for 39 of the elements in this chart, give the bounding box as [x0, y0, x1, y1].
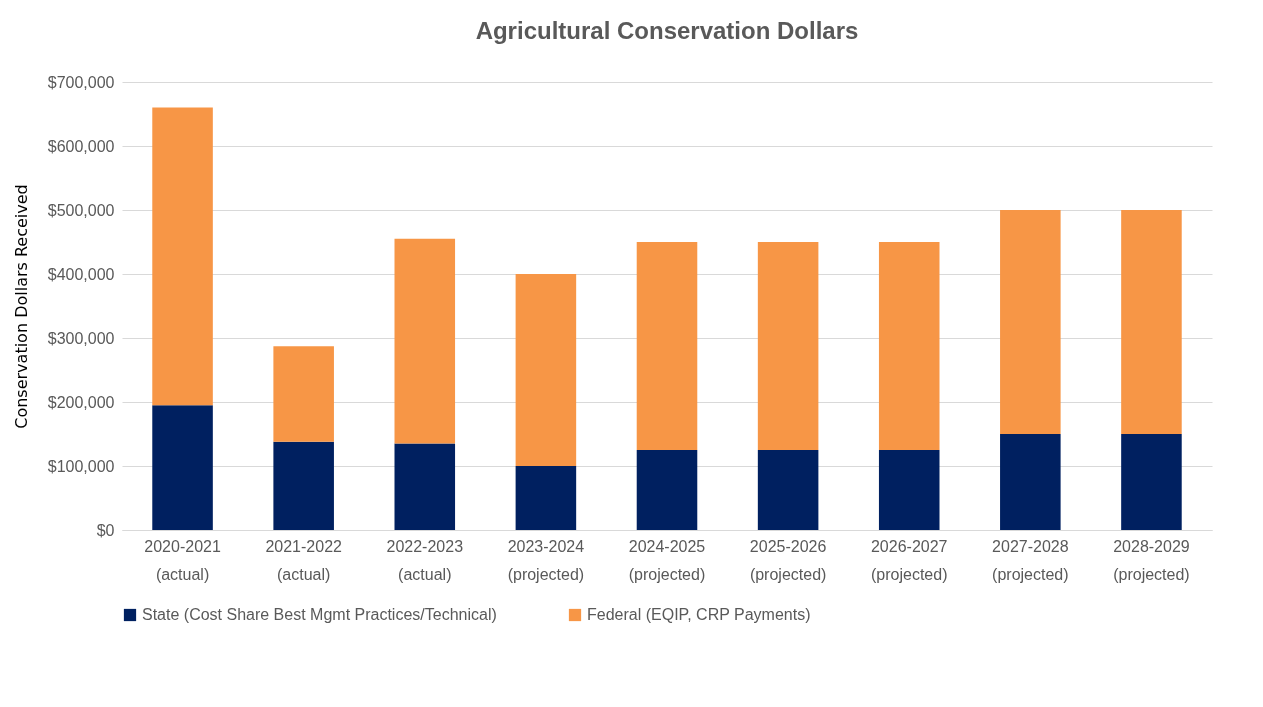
- y-tick-label: $100,000: [47, 457, 115, 475]
- bar: [152, 107, 213, 406]
- x-tick-label: 2027-2028 (projected): [992, 537, 1069, 583]
- bar: [757, 450, 819, 530]
- bar: [878, 242, 940, 450]
- bar: [1121, 434, 1182, 530]
- x-tick-label: 2025-2026 (projected): [749, 537, 827, 583]
- bar: [878, 450, 940, 530]
- bar: [394, 238, 456, 444]
- x-tick-label: 2024-2025 (projected): [628, 537, 706, 583]
- x-tick-label: 2028-2029 (projected): [1113, 537, 1190, 583]
- bar: [152, 405, 213, 530]
- x-tick-label: 2023-2024 (projected): [507, 537, 585, 583]
- y-tick-label: $600,000: [47, 137, 115, 155]
- legend-label: Federal (EQIP, CRP Payments): [587, 606, 811, 623]
- bar: [515, 466, 577, 530]
- x-tick-label: 2020-2021 (actual): [144, 537, 221, 583]
- bar: [273, 441, 334, 530]
- bar: [636, 242, 698, 450]
- bar: [273, 346, 334, 442]
- chart-title: Agricultural Conservation Dollars: [475, 17, 859, 44]
- y-tick-label: $400,000: [47, 265, 115, 283]
- bar: [636, 450, 698, 530]
- y-tick-label: $0: [96, 521, 115, 539]
- y-tick-label: $500,000: [47, 201, 115, 219]
- y-axis-title: Conservation Dollars Received: [11, 184, 31, 429]
- y-tick-label: $300,000: [47, 329, 115, 347]
- bar: [1121, 210, 1182, 434]
- bar: [757, 242, 819, 450]
- x-tick-label: 2022-2023 (actual): [386, 537, 464, 583]
- bar: [394, 443, 456, 530]
- y-tick-label: $200,000: [47, 393, 115, 411]
- bar: [515, 274, 577, 466]
- x-tick-label: 2021-2022 (actual): [265, 537, 343, 583]
- legend-label: State (Cost Share Best Mgmt Practices/Technical): [142, 606, 497, 623]
- bar: [1000, 434, 1061, 530]
- y-tick-label: $700,000: [47, 73, 115, 91]
- bar: [1000, 210, 1061, 434]
- x-tick-label: 2026-2027 (projected): [870, 537, 948, 583]
